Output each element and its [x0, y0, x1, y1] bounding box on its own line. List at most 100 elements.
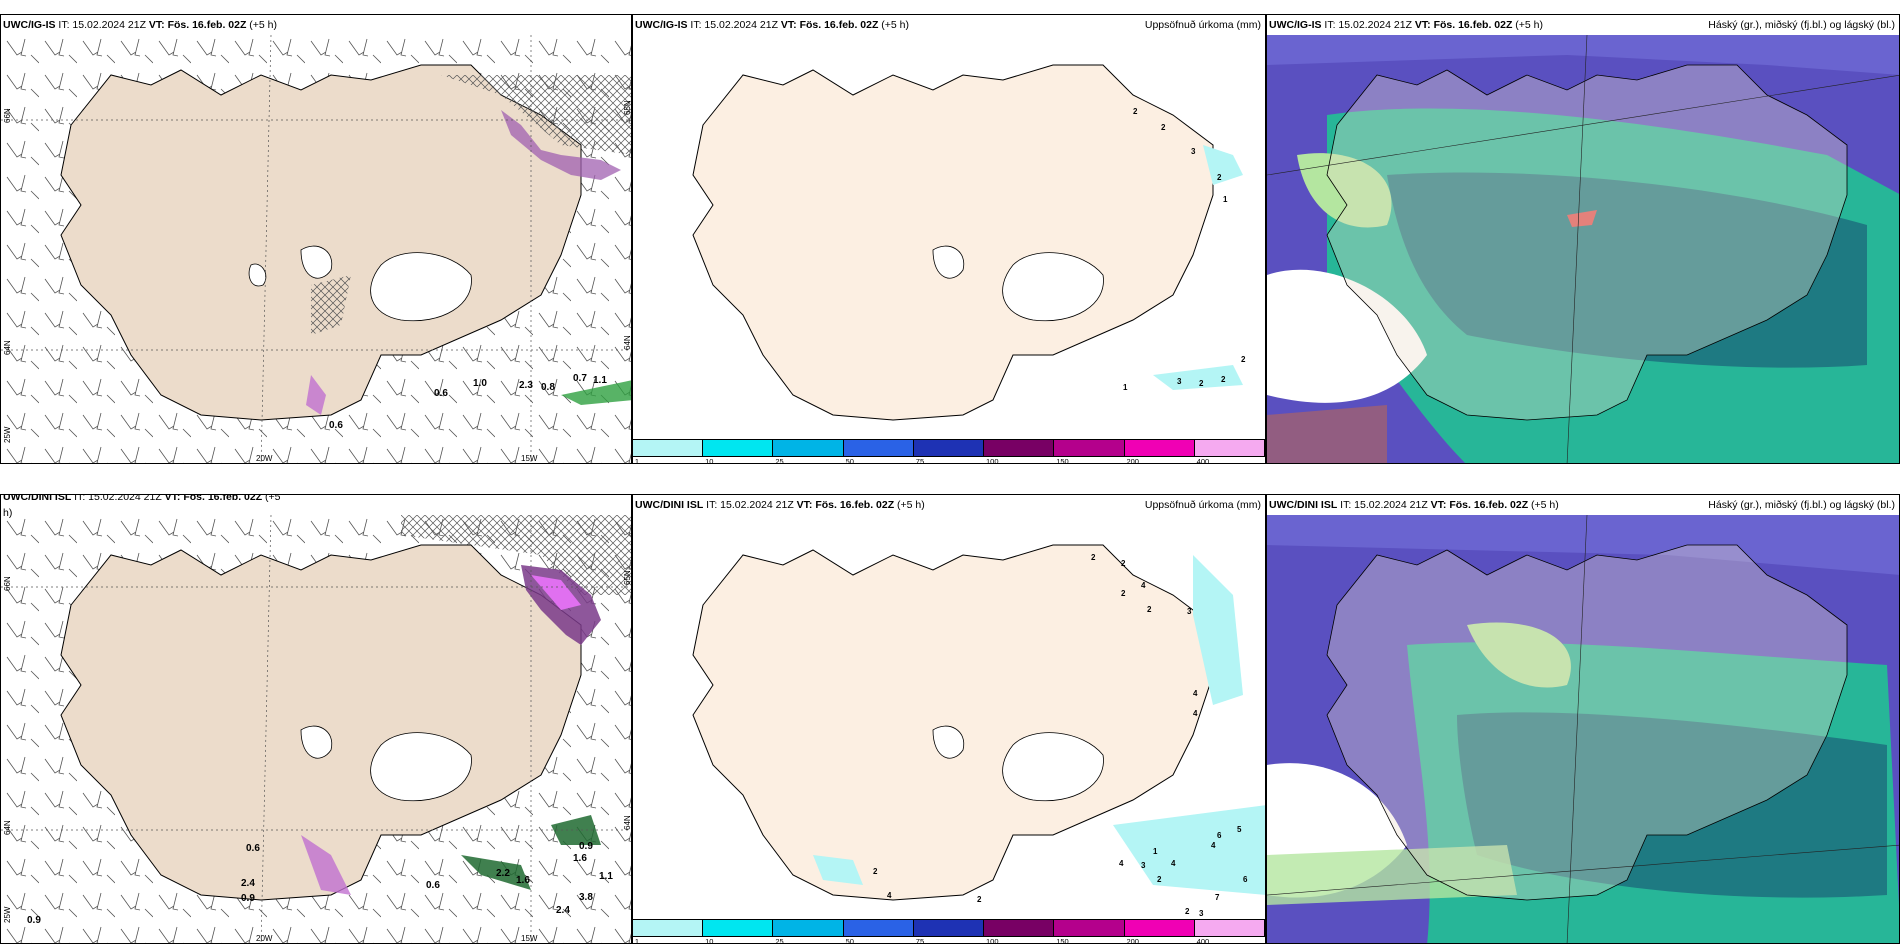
init-time: IT: 15.02.2024 21Z [1340, 499, 1428, 511]
precip-map [692, 64, 1243, 421]
colorbar-swatch [1124, 440, 1195, 456]
colorbar-swatch [913, 440, 985, 456]
iceland-outline [1326, 64, 1848, 421]
lat-label: 64N [623, 335, 632, 350]
precip-value: 1.1 [599, 871, 613, 882]
precip-number: 2 [1133, 107, 1138, 116]
precip-number: 2 [1121, 589, 1126, 598]
precip-number: 2 [977, 895, 982, 904]
precip-number: 4 [1141, 581, 1146, 590]
colorbar-swatch [1124, 920, 1195, 936]
colorbar-swatch [984, 440, 1055, 456]
precip-value: 2.3 [519, 380, 533, 391]
colorbar-swatch [773, 440, 844, 456]
precip-number: 2 [1161, 123, 1166, 132]
iceland-outline [1326, 544, 1848, 901]
colorbar-swatch [703, 920, 774, 936]
valid-time: Fös. 16.feb. 02Z [815, 499, 895, 511]
panel-header: UWC/DINI ISL IT: 15.02.2024 21Z VT: Fös.… [1267, 495, 1899, 515]
colorbar-swatch [773, 920, 844, 936]
precip-value: 0.6 [329, 420, 343, 431]
precip-number: 7 [1215, 893, 1220, 902]
precip-value: 0.9 [27, 915, 41, 926]
precip-value: 0.7 [573, 373, 587, 384]
precip-number: 4 [1193, 709, 1198, 718]
panel-precip-bottom: UWC/DINI ISL IT: 15.02.2024 21Z VT: Fös.… [632, 494, 1266, 944]
precip-number: 3 [1177, 377, 1182, 386]
panel-clouds-top: UWC/IG-IS IT: 15.02.2024 21Z VT: Fös. 16… [1266, 14, 1900, 464]
precip-number: 2 [1121, 559, 1126, 568]
precip-value: 1.6 [573, 853, 587, 864]
precip-value: 0.6 [246, 843, 260, 854]
colorbar-tick-label: 150 [1056, 457, 1069, 464]
colorbar-swatch [1194, 920, 1265, 936]
model-name: UWC/IG-IS [1269, 19, 1322, 31]
colorbar-tick-label: 100 [986, 457, 999, 464]
valid-time: Fös. 16.feb. 02Z [799, 19, 879, 31]
lon-label: 20W [256, 934, 273, 943]
valid-time-label: VT: [796, 499, 813, 511]
panel-title: Háský (gr.), miðský (fj.bl.) og lágský (… [1708, 19, 1895, 31]
valid-time-label: VT: [1430, 499, 1447, 511]
precip-value: 0.6 [426, 880, 440, 891]
lat-label: 66N [3, 576, 12, 591]
lon-label: 20W [256, 454, 273, 463]
colorbar-tick-label: 75 [915, 457, 925, 464]
precip-map [692, 544, 1265, 901]
precip-value: 0.6 [434, 388, 448, 399]
model-name: UWC/IG-IS [3, 19, 56, 31]
panel-header: UWC/DINI ISL IT: 15.02.2024 21Z VT: Fös.… [1, 494, 631, 507]
colorbar: 1 10 25 50 75 100 150 200 400 [633, 439, 1265, 463]
colorbar-tick-label: 200 [1126, 457, 1139, 464]
panel-wind-bottom: UWC/DINI ISL IT: 15.02.2024 21Z VT: Fös.… [0, 494, 632, 944]
panel-header: UWC/IG-IS IT: 15.02.2024 21Z VT: Fös. 16… [1, 15, 631, 35]
iceland-land [60, 544, 582, 901]
precip-number: 4 [1171, 859, 1176, 868]
panel-header: UWC/DINI ISL IT: 15.02.2024 21Z VT: Fös.… [633, 495, 1265, 515]
panel-title: Uppsöfnuð úrkoma (mm) [1144, 19, 1261, 31]
precip-number: 1 [1223, 195, 1228, 204]
precip-number: 4 [1193, 689, 1198, 698]
colorbar-swatch [843, 920, 914, 936]
lead-time: (+5 h) [1531, 499, 1559, 511]
precip-number: 3 [1187, 607, 1192, 616]
lat-label: 64N [623, 815, 632, 830]
precip-number: 3 [1199, 909, 1204, 918]
colorbar-tick-label: 50 [845, 937, 854, 944]
colorbar-swatch [843, 440, 914, 456]
init-time: IT: 15.02.2024 21Z [706, 499, 794, 511]
lat-label: 65N [623, 100, 632, 115]
valid-time: Fös. 16.feb. 02Z [183, 494, 263, 503]
init-time: IT: 15.02.2024 21Z [1324, 19, 1412, 31]
precip-number: 4 [1119, 859, 1124, 868]
precip-number: 6 [1243, 875, 1248, 884]
panel-header: UWC/IG-IS IT: 15.02.2024 21Z VT: Fös. 16… [633, 15, 1265, 35]
lat-label: 65N [623, 570, 632, 585]
lead-time: (+5 h) [249, 19, 278, 31]
lat-label: 64N [3, 820, 12, 835]
colorbar-tick-label: 75 [915, 937, 925, 944]
panel-precip-top: UWC/IG-IS IT: 15.02.2024 21Z VT: Fös. 16… [632, 14, 1266, 464]
init-time: IT: 15.02.2024 21Z [690, 19, 778, 31]
precip-number: 5 [1237, 825, 1242, 834]
model-name: UWC/DINI ISL [635, 499, 704, 511]
colorbar-swatch [633, 920, 704, 936]
colorbar-tick-label: 400 [1196, 457, 1210, 464]
precip-number: 4 [1211, 841, 1216, 850]
init-time: IT: 15.02.2024 21Z [74, 494, 162, 503]
precip-number: 1 [1153, 847, 1158, 856]
colorbar-tick-label: 150 [1056, 937, 1069, 944]
lead-time: (+5 [265, 494, 281, 503]
colorbar-swatch [1054, 920, 1125, 936]
precip-value: 0.9 [579, 841, 593, 852]
valid-time: Fös. 16.feb. 02Z [1433, 19, 1513, 31]
precip-number: 3 [1191, 147, 1196, 156]
lead-time: (+5 h) [897, 499, 925, 511]
valid-time: Fös. 16.feb. 02Z [1449, 499, 1529, 511]
precip-number: 2 [1157, 875, 1162, 884]
valid-time-label: VT: [164, 494, 181, 503]
colorbar-tick-label: 1 [634, 457, 640, 464]
precip-value: 0.9 [241, 893, 255, 904]
precip-number: 2 [1221, 375, 1226, 384]
init-time: IT: 15.02.2024 21Z [58, 19, 146, 31]
